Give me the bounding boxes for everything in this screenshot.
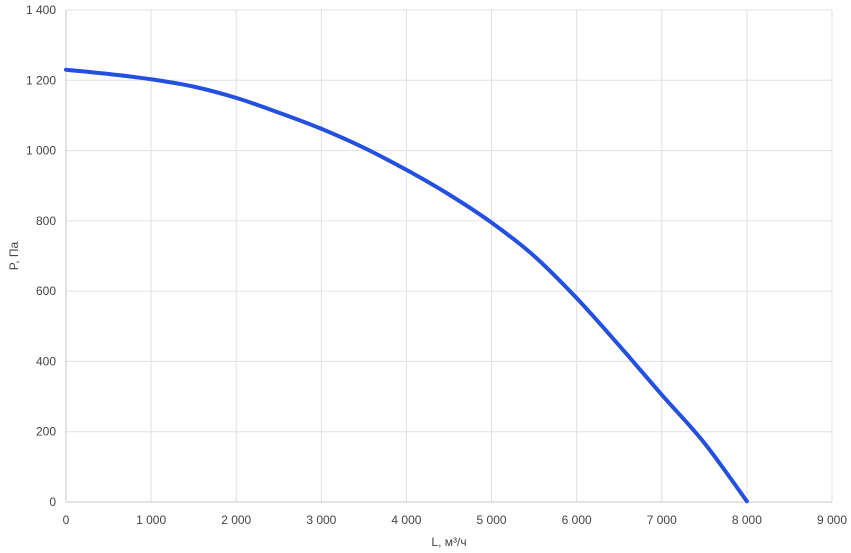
x-tick-label-2: 2 000 — [221, 513, 251, 527]
y-tick-label-2: 400 — [36, 354, 56, 368]
y-axis-tick-labels: 0 200 400 600 800 1 000 1 200 1 400 — [26, 3, 56, 509]
y-tick-label-0: 0 — [49, 495, 56, 509]
y-tick-label-4: 800 — [36, 214, 56, 228]
x-tick-label-0: 0 — [63, 513, 70, 527]
y-axis-title: P, Па — [7, 241, 21, 270]
series-line-0 — [64, 67, 749, 504]
y-tick-label-1: 200 — [36, 425, 56, 439]
x-axis-title: L, м³/ч — [431, 535, 466, 549]
axes — [65, 10, 832, 503]
x-tick-label-8: 8 000 — [732, 513, 762, 527]
x-tick-label-7: 7 000 — [647, 513, 677, 527]
x-tick-label-9: 9 000 — [817, 513, 847, 527]
x-tick-label-5: 5 000 — [477, 513, 507, 527]
x-axis-tick-labels: 0 1 000 2 000 3 000 4 000 5 000 6 000 7 000 8 00… — [63, 513, 848, 527]
x-tick-label-1: 1 000 — [136, 513, 166, 527]
y-tick-label-7: 1 400 — [26, 3, 56, 17]
x-tick-label-4: 4 000 — [391, 513, 421, 527]
y-tick-label-5: 1 000 — [26, 144, 56, 158]
y-tick-label-6: 1 200 — [26, 73, 56, 87]
grid — [66, 9, 833, 502]
series-layer — [64, 67, 749, 504]
x-tick-label-6: 6 000 — [562, 513, 592, 527]
y-tick-label-3: 600 — [36, 284, 56, 298]
x-tick-label-3: 3 000 — [306, 513, 336, 527]
